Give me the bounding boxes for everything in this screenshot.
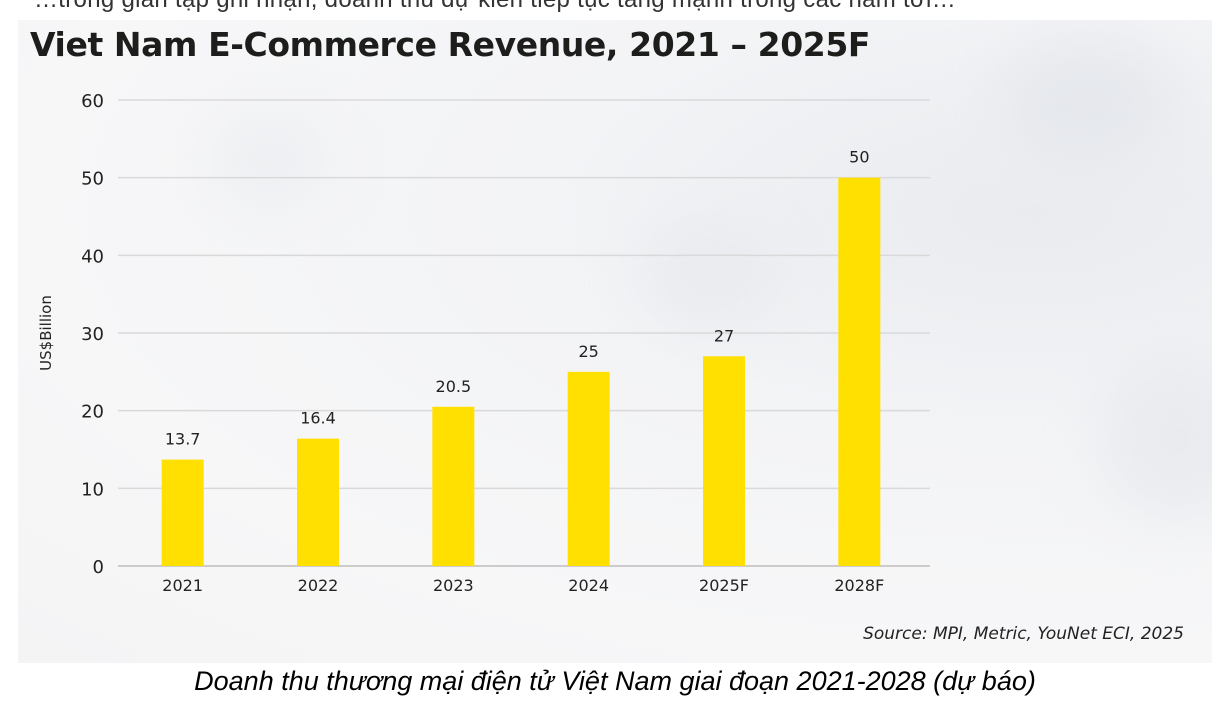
y-axis-label: US$Billion (37, 295, 55, 371)
x-tick-label: 2025F (699, 576, 749, 595)
y-tick-label: 10 (81, 479, 104, 500)
data-label: 20.5 (436, 377, 472, 396)
bar (161, 459, 204, 566)
data-label: 16.4 (300, 409, 336, 428)
bar (567, 371, 610, 566)
header-text: …trong gian tạp ghi nhận, doanh thu dự k… (34, 0, 956, 14)
data-label: 27 (714, 326, 734, 345)
y-tick-label: 0 (93, 557, 104, 578)
chart-panel: Viet Nam E-Commerce Revenue, 2021 – 2025… (18, 20, 1212, 663)
data-label: 25 (578, 342, 598, 361)
y-tick-label: 60 (81, 91, 104, 112)
y-tick-label: 20 (81, 402, 104, 423)
background-blur (208, 110, 328, 210)
bar (432, 406, 475, 566)
background-blur (638, 220, 778, 330)
bar (297, 438, 339, 566)
x-tick-label: 2028F (834, 576, 884, 595)
source-note: Source: MPI, Metric, YouNet ECI, 2025 (863, 624, 1184, 644)
cropped-header-text: …trong gian tạp ghi nhận, doanh thu dự k… (0, 0, 1230, 20)
bar-chart: 0 10 20 30 40 50 60 US$Billion 13.7 2021 16.4 2022 2… (37, 91, 930, 595)
bar (838, 177, 881, 566)
x-tick-label: 2022 (298, 576, 339, 595)
bar (703, 356, 745, 566)
x-tick-label: 2021 (162, 576, 203, 595)
x-tick-label: 2024 (568, 576, 609, 595)
data-label: 13.7 (165, 430, 201, 449)
figure-caption: Doanh thu thương mại điện tử Việt Nam gi… (194, 666, 1036, 696)
background-blur (998, 40, 1178, 160)
x-tick-label: 2023 (433, 576, 474, 595)
y-tick-label: 40 (81, 246, 104, 267)
y-tick-label: 50 (81, 169, 104, 190)
data-label: 50 (849, 148, 869, 167)
chart-title: Viet Nam E-Commerce Revenue, 2021 – 2025… (30, 25, 871, 64)
y-tick-label: 30 (81, 324, 104, 345)
